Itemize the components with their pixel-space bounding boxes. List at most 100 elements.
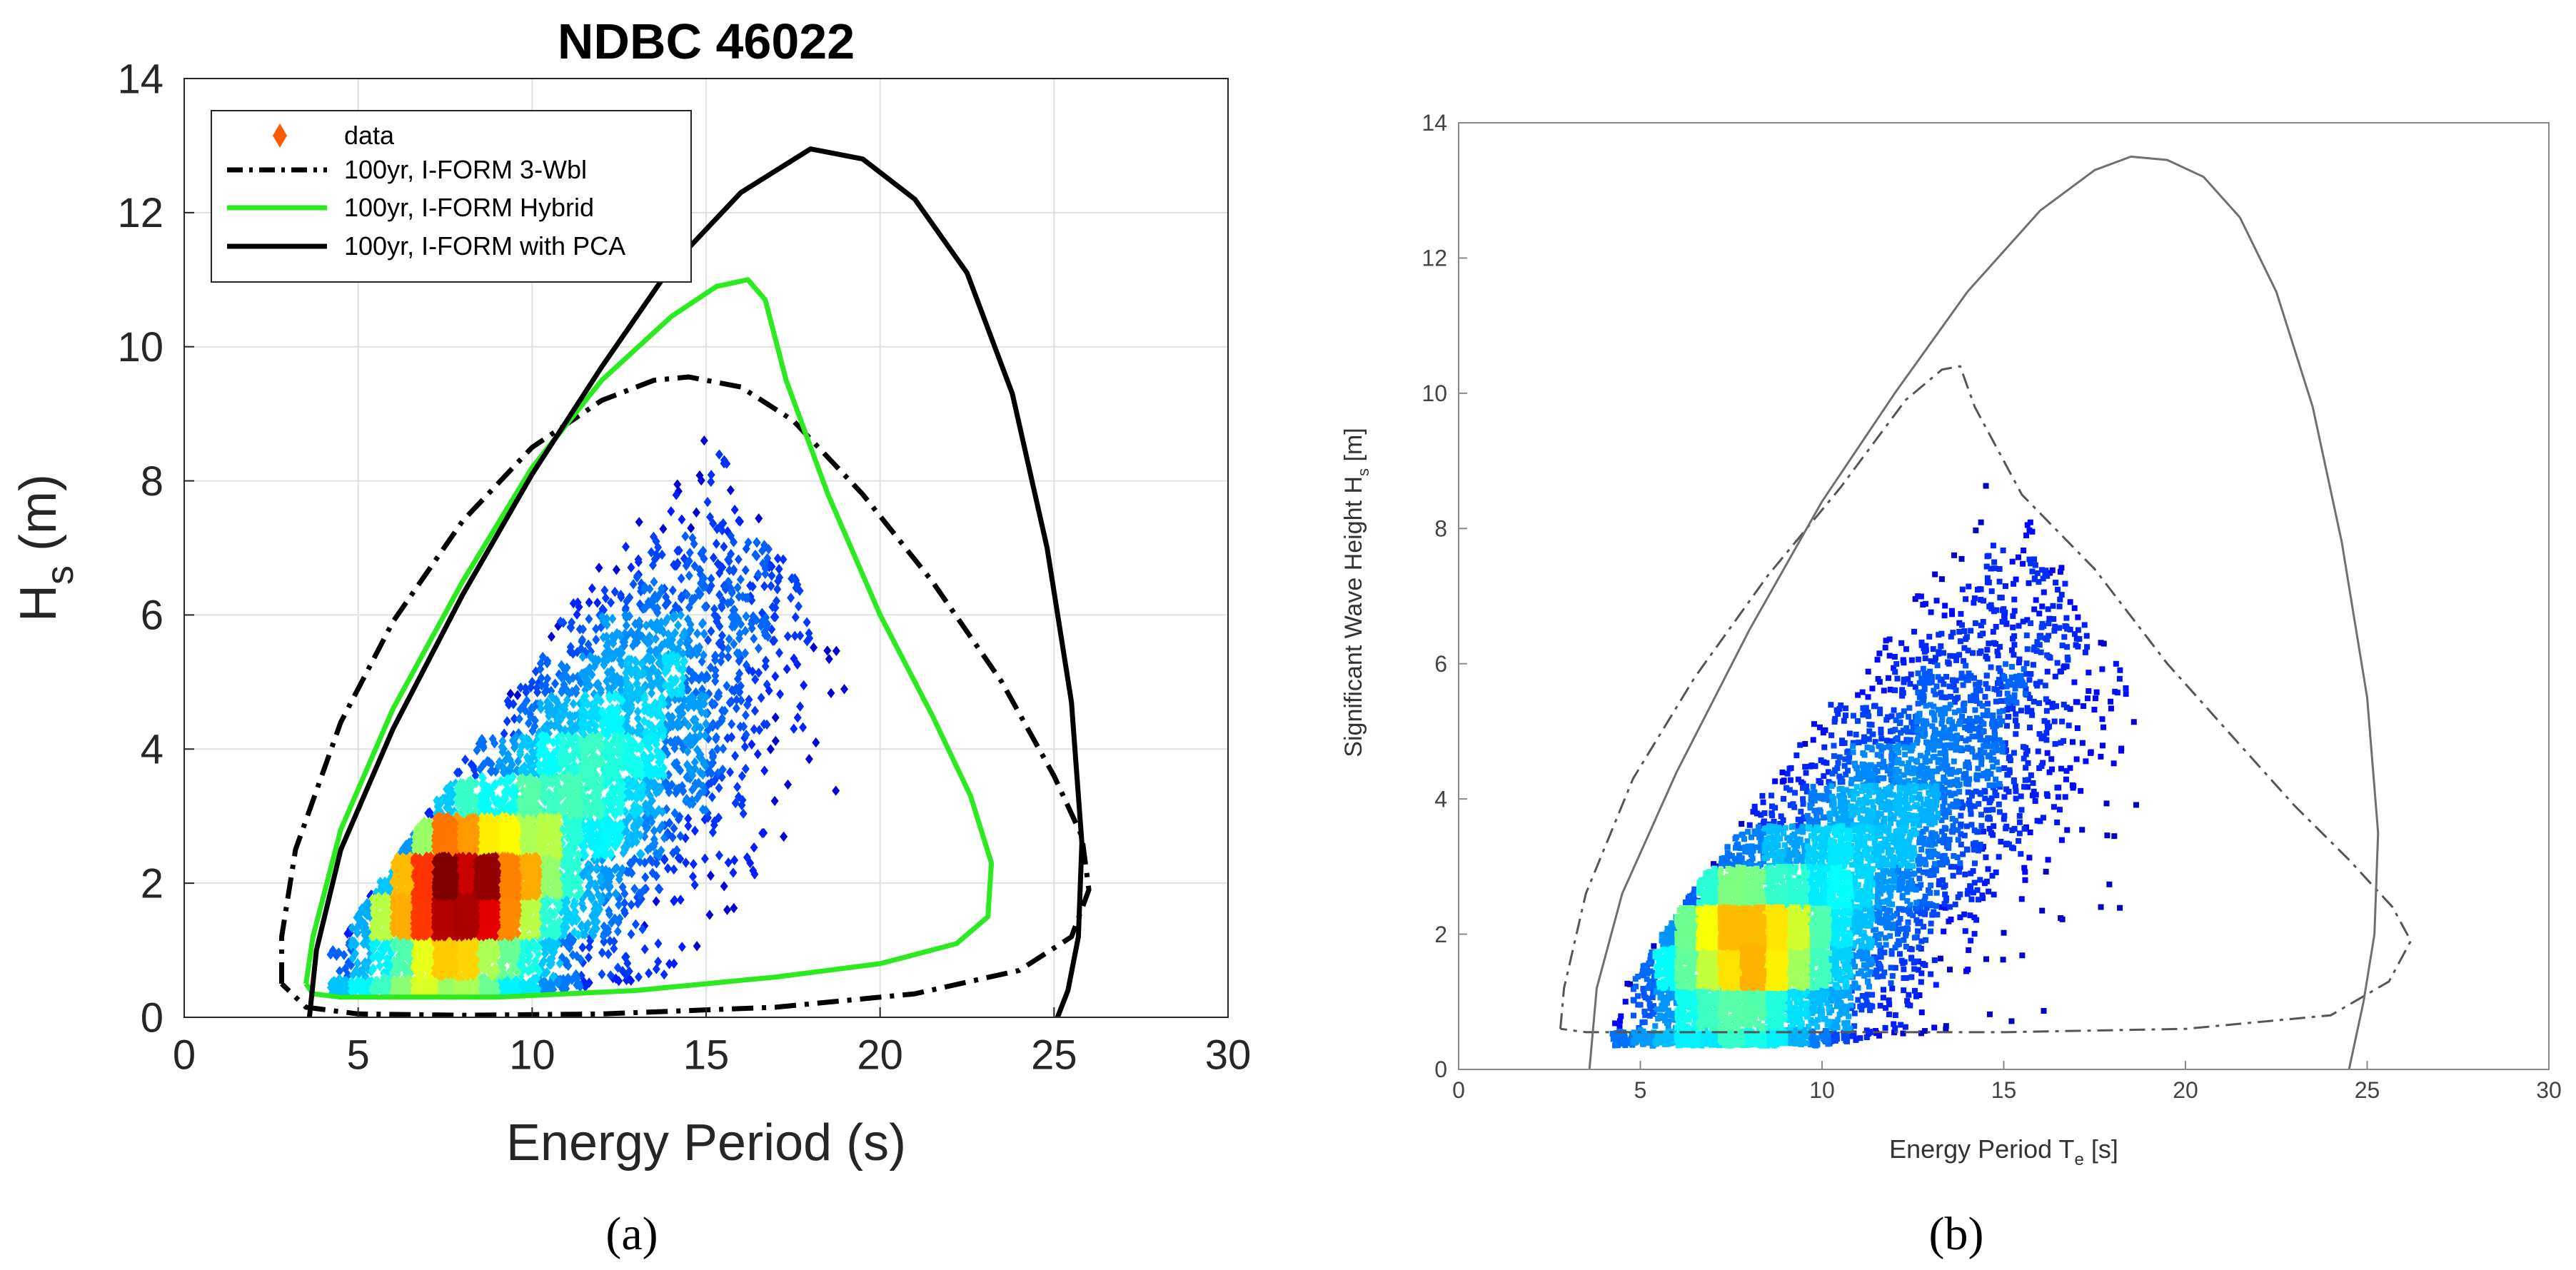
data-point bbox=[747, 618, 755, 630]
data-point bbox=[471, 770, 480, 781]
data-point bbox=[724, 857, 733, 868]
data-point bbox=[761, 568, 770, 580]
data-point bbox=[634, 972, 643, 982]
data-point bbox=[733, 695, 741, 705]
data-point bbox=[790, 630, 799, 641]
data-point bbox=[663, 779, 671, 790]
data-point bbox=[623, 958, 632, 969]
data-point bbox=[796, 630, 805, 641]
scatter-points bbox=[326, 435, 849, 999]
data-point bbox=[741, 710, 750, 721]
data-point bbox=[579, 624, 588, 635]
data-point bbox=[793, 659, 802, 670]
data-point bbox=[551, 678, 560, 689]
data-point bbox=[655, 851, 664, 862]
data-point bbox=[627, 975, 635, 986]
data-point bbox=[707, 768, 715, 779]
data-point bbox=[775, 563, 783, 575]
data-point bbox=[512, 732, 520, 742]
data-point bbox=[660, 854, 669, 865]
data-point bbox=[675, 783, 683, 794]
data-point bbox=[713, 613, 722, 623]
data-point bbox=[825, 654, 833, 665]
data-point bbox=[703, 807, 712, 819]
data-point bbox=[743, 699, 752, 710]
data-point bbox=[766, 744, 775, 755]
data-point bbox=[631, 636, 640, 647]
data-point bbox=[832, 645, 840, 657]
data-point bbox=[715, 449, 723, 460]
data-point bbox=[787, 593, 795, 603]
data-point bbox=[640, 820, 649, 830]
data-point bbox=[645, 583, 654, 595]
data-point bbox=[670, 864, 678, 875]
data-point bbox=[684, 813, 693, 824]
data-point bbox=[598, 611, 607, 623]
data-point bbox=[688, 795, 696, 805]
data-point bbox=[730, 504, 739, 515]
data-point bbox=[726, 583, 735, 593]
data-point bbox=[667, 506, 675, 517]
data-point bbox=[700, 601, 709, 613]
data-point bbox=[718, 650, 726, 661]
data-point bbox=[508, 759, 516, 770]
data-point bbox=[598, 969, 606, 979]
data-point bbox=[622, 974, 630, 986]
data-point bbox=[543, 655, 552, 667]
data-point bbox=[490, 738, 499, 749]
data-point bbox=[638, 924, 647, 934]
data-point bbox=[668, 712, 677, 722]
data-point bbox=[696, 767, 705, 777]
data-point bbox=[633, 572, 641, 583]
data-point bbox=[486, 766, 495, 777]
data-point bbox=[586, 935, 595, 947]
data-point bbox=[803, 617, 811, 628]
data-point bbox=[506, 688, 515, 700]
data-point bbox=[625, 592, 634, 603]
data-point bbox=[713, 691, 722, 702]
data-point bbox=[719, 743, 728, 754]
data-point bbox=[650, 825, 658, 836]
data-point bbox=[732, 702, 740, 714]
data-point bbox=[473, 745, 481, 756]
data-point bbox=[710, 816, 719, 827]
data-point bbox=[510, 713, 518, 725]
data-point bbox=[562, 983, 570, 994]
data-point bbox=[705, 909, 714, 920]
data-point bbox=[697, 548, 705, 559]
data-point bbox=[812, 737, 820, 748]
data-point bbox=[791, 612, 800, 623]
data-point bbox=[595, 563, 603, 573]
data-point bbox=[689, 859, 698, 870]
data-point bbox=[627, 929, 635, 939]
data-point bbox=[780, 831, 788, 842]
data-point bbox=[770, 795, 779, 807]
data-point bbox=[576, 954, 585, 965]
data-point bbox=[718, 525, 727, 536]
data-point bbox=[790, 723, 798, 734]
data-point bbox=[499, 767, 508, 777]
data-point bbox=[665, 770, 673, 780]
data-point bbox=[629, 579, 638, 590]
data-point bbox=[685, 548, 694, 558]
data-point bbox=[635, 856, 644, 867]
data-point bbox=[612, 565, 620, 575]
data-point bbox=[685, 570, 693, 581]
data-point bbox=[676, 894, 685, 905]
data-point bbox=[755, 513, 763, 524]
data-point bbox=[711, 670, 720, 681]
data-point bbox=[710, 651, 719, 662]
data-point bbox=[569, 598, 578, 609]
data-point bbox=[677, 573, 685, 584]
data-point bbox=[600, 928, 608, 939]
data-point bbox=[577, 643, 585, 654]
data-point bbox=[652, 858, 660, 869]
data-point bbox=[495, 757, 504, 767]
data-point bbox=[726, 767, 735, 777]
data-point bbox=[592, 623, 600, 635]
data-point bbox=[610, 943, 618, 954]
data-point bbox=[729, 867, 738, 878]
data-point bbox=[652, 896, 660, 907]
data-point bbox=[600, 921, 608, 932]
data-point bbox=[750, 842, 758, 853]
